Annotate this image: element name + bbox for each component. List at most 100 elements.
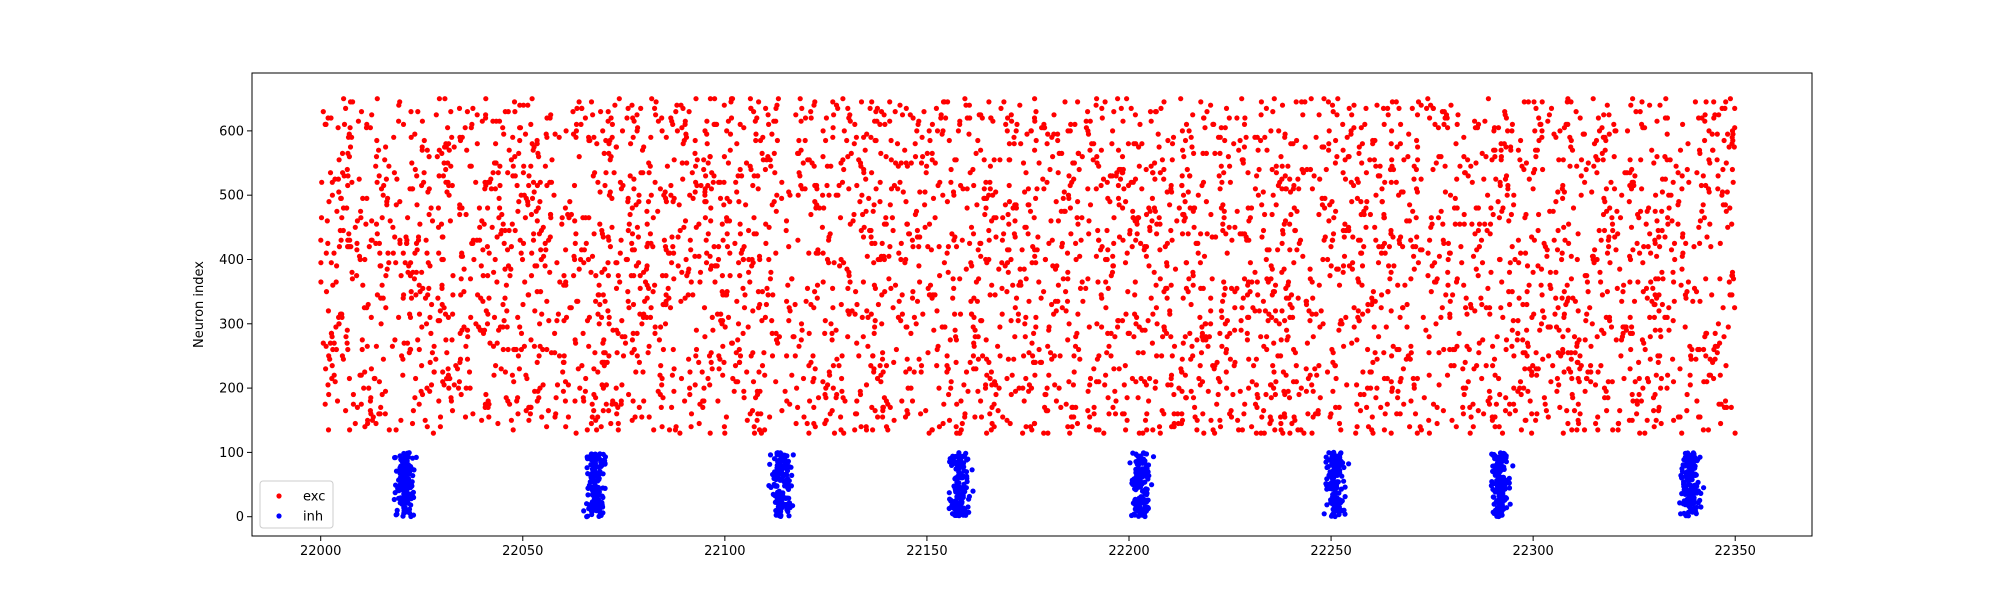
exc-spike	[1154, 321, 1160, 327]
exc-spike	[869, 99, 875, 105]
exc-spike	[650, 244, 656, 250]
exc-spike	[1087, 147, 1093, 153]
exc-spike	[484, 244, 490, 250]
inh-spike	[600, 494, 606, 501]
exc-spike	[1577, 411, 1583, 417]
exc-spike	[523, 195, 529, 201]
inh-spike	[588, 508, 595, 514]
exc-spike	[692, 150, 698, 156]
exc-spike	[1091, 404, 1097, 410]
exc-spike	[1253, 356, 1259, 362]
exc-spike	[1385, 289, 1391, 295]
exc-spike	[329, 192, 335, 198]
exc-spike	[490, 118, 496, 124]
exc-spike	[570, 109, 576, 115]
exc-spike	[881, 112, 887, 118]
exc-spike	[391, 170, 397, 176]
exc-spike	[595, 311, 601, 317]
exc-spike	[1106, 343, 1112, 349]
exc-spike	[412, 131, 418, 137]
exc-spike	[526, 404, 532, 410]
exc-spike	[350, 401, 356, 407]
exc-spike	[774, 137, 781, 144]
exc-spike	[1085, 388, 1091, 394]
exc-spike	[646, 343, 652, 349]
exc-spike	[1006, 182, 1012, 189]
exc-spike	[864, 253, 870, 259]
exc-spike	[1574, 343, 1580, 349]
exc-spike	[1716, 401, 1722, 407]
exc-spike	[774, 192, 780, 198]
exc-spike	[1174, 218, 1180, 224]
exc-spike	[1335, 266, 1341, 272]
exc-spike	[356, 176, 362, 182]
exc-spike	[394, 176, 400, 182]
exc-spike	[606, 150, 612, 156]
exc-spike	[890, 305, 896, 311]
exc-spike	[640, 314, 647, 320]
exc-spike	[470, 411, 476, 417]
exc-spike	[1276, 128, 1282, 134]
exc-spike	[671, 388, 677, 394]
exc-spike	[1604, 250, 1611, 256]
exc-spike	[566, 215, 572, 221]
exc-spike	[1509, 244, 1515, 250]
exc-spike	[1253, 382, 1259, 388]
exc-spike	[763, 240, 769, 246]
exc-spike	[712, 96, 718, 102]
exc-spike	[325, 427, 332, 433]
exc-spike	[1294, 137, 1300, 144]
exc-spike	[1076, 166, 1082, 173]
exc-spike	[1087, 202, 1094, 208]
exc-spike	[1309, 279, 1315, 285]
exc-spike	[534, 218, 540, 224]
exc-spike	[753, 131, 759, 137]
exc-spike	[1165, 382, 1171, 388]
exc-spike	[605, 273, 612, 279]
exc-spike	[411, 276, 417, 282]
inh-spike	[410, 512, 417, 518]
exc-spike	[511, 346, 517, 353]
exc-spike	[941, 260, 948, 266]
exc-spike	[334, 398, 341, 404]
exc-spike	[1149, 218, 1155, 224]
exc-spike	[1554, 247, 1561, 253]
exc-spike	[936, 385, 942, 391]
exc-spike	[1647, 356, 1653, 362]
exc-spike	[652, 330, 658, 336]
exc-spike	[462, 414, 469, 420]
exc-spike	[871, 330, 877, 336]
exc-spike	[730, 375, 736, 382]
exc-spike	[1711, 115, 1717, 121]
exc-spike	[1374, 102, 1380, 108]
exc-spike	[1091, 411, 1097, 417]
exc-spike	[1630, 398, 1636, 404]
exc-spike	[1429, 263, 1435, 269]
exc-spike	[1502, 109, 1508, 115]
exc-spike	[586, 343, 592, 349]
exc-spike	[1210, 427, 1216, 433]
exc-spike	[846, 269, 852, 275]
exc-spike	[1283, 186, 1289, 192]
inh-spike	[600, 485, 606, 491]
exc-spike	[1560, 430, 1566, 436]
exc-spike	[1618, 353, 1624, 359]
exc-spike	[1179, 388, 1185, 394]
exc-spike	[1185, 189, 1191, 195]
exc-spike	[745, 324, 751, 330]
exc-spike	[917, 189, 923, 195]
exc-spike	[1604, 408, 1610, 414]
exc-spike	[944, 250, 950, 256]
exc-spike	[856, 157, 862, 163]
exc-spike	[1093, 379, 1100, 385]
exc-spike	[1428, 289, 1434, 295]
exc-spike	[573, 340, 579, 346]
exc-spike	[1071, 369, 1077, 375]
exc-spike	[1270, 192, 1276, 198]
exc-spike	[1328, 263, 1334, 269]
exc-spike	[1036, 160, 1042, 166]
exc-spike	[1282, 414, 1288, 420]
exc-spike	[1658, 385, 1664, 391]
exc-spike	[826, 237, 832, 243]
exc-spike	[1411, 176, 1417, 182]
